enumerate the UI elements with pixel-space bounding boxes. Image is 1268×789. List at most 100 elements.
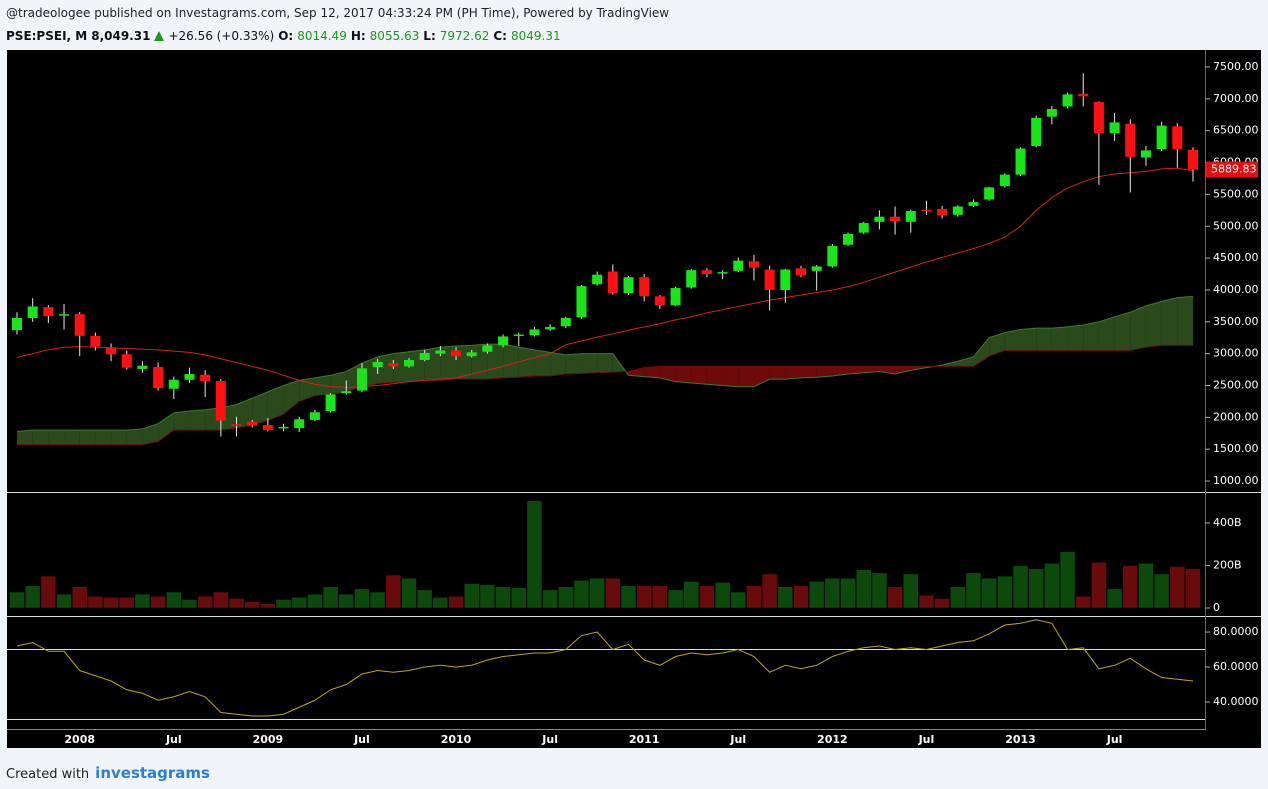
cloud-segment xyxy=(456,345,472,380)
footer: Created with investagrams xyxy=(6,764,210,782)
volume-bar xyxy=(636,585,652,609)
candle-body xyxy=(874,216,885,222)
volume-bar xyxy=(432,597,449,609)
volume-bar xyxy=(855,569,872,609)
volume-bar xyxy=(526,500,543,609)
candle-body xyxy=(1156,125,1167,150)
cloud-segment xyxy=(299,377,315,402)
y-tick-label: 400B xyxy=(1213,516,1242,529)
cloud-segment xyxy=(173,410,190,431)
symbol-line: PSE:PSEI, M 8,049.31 +26.56 (+0.33%) O: 8… xyxy=(6,29,561,43)
volume-bar xyxy=(260,603,276,609)
candle-body xyxy=(388,363,399,367)
candle-body xyxy=(247,421,258,426)
cloud-segment xyxy=(895,366,911,375)
candle-body xyxy=(796,268,806,276)
volume-bar xyxy=(1122,565,1139,609)
y-tick-label: 6000.00 xyxy=(1213,156,1259,169)
cloud-span-b xyxy=(17,344,1193,446)
x-tick-label: Jul xyxy=(918,733,935,746)
created-with: Created with xyxy=(6,767,90,782)
x-tick-label: 2008 xyxy=(64,733,95,746)
open-label: O: xyxy=(278,29,294,43)
cloud-segment xyxy=(487,344,504,380)
candle-body xyxy=(294,419,305,429)
x-tick-label: Jul xyxy=(541,733,558,746)
cloud-segment xyxy=(1177,296,1193,346)
x-tick-label: Jul xyxy=(729,733,746,746)
candle-body xyxy=(858,223,869,233)
cloud-segment xyxy=(1161,297,1178,346)
cloud-segment xyxy=(597,353,613,373)
cloud-segment xyxy=(565,353,582,375)
cloud-segment xyxy=(48,430,65,445)
cloud-segment xyxy=(330,371,347,395)
volume-bar xyxy=(573,580,590,609)
volume-bar xyxy=(307,593,323,609)
published-line: @tradeologee published on Investagrams.c… xyxy=(6,6,670,20)
y-tick-label: 2000.00 xyxy=(1213,410,1259,423)
cloud-segment xyxy=(361,356,378,387)
x-tick-label: Jul xyxy=(165,733,182,746)
y-tick-label: 5500.00 xyxy=(1213,187,1259,200)
volume-bar xyxy=(1012,565,1029,609)
candle-body xyxy=(184,374,195,380)
cloud-segment xyxy=(17,430,33,445)
volume-bar xyxy=(589,577,605,609)
candle-body xyxy=(937,209,948,216)
cloud-segment xyxy=(205,407,221,431)
candle-body xyxy=(231,424,242,426)
volume-bar xyxy=(746,585,762,609)
candle-body xyxy=(623,277,634,294)
volume-bar xyxy=(620,585,637,609)
candle-body xyxy=(968,202,979,206)
cloud-segment xyxy=(236,398,253,429)
cloud-segment xyxy=(377,353,394,384)
volume-bar xyxy=(87,596,104,609)
candle-body xyxy=(905,210,916,222)
candle-body xyxy=(1125,123,1136,157)
candle-body xyxy=(137,365,148,369)
cloud-segment xyxy=(267,385,284,421)
candle-body xyxy=(780,269,791,290)
volume-bar xyxy=(542,589,558,609)
cloud-segment xyxy=(503,344,519,378)
candle-body xyxy=(999,174,1010,187)
volume-bar xyxy=(840,577,856,609)
cloud-segment xyxy=(722,366,739,387)
cloud-segment xyxy=(863,366,880,373)
cloud-segment xyxy=(706,366,723,386)
candle-body xyxy=(607,271,618,294)
candle-body xyxy=(106,347,117,355)
volume-bar xyxy=(369,591,386,609)
volume-bar xyxy=(291,597,307,609)
candle-body xyxy=(952,206,963,215)
candle-body xyxy=(121,354,132,368)
volume-bar xyxy=(181,599,198,609)
cloud-segment xyxy=(753,366,770,387)
volume-bar xyxy=(24,585,41,609)
cloud-segment xyxy=(832,366,849,376)
cloud-segment xyxy=(1114,312,1131,351)
cloud-segment xyxy=(816,366,833,378)
candle-body xyxy=(1109,122,1120,134)
candle-body xyxy=(341,391,352,394)
cloud-segment xyxy=(126,428,143,445)
volume-bar xyxy=(1153,573,1170,609)
cloud-segment xyxy=(440,346,457,381)
cloud-segment xyxy=(1036,328,1052,351)
volume-bar xyxy=(385,574,402,609)
volume-bar xyxy=(777,586,794,609)
cloud-segment xyxy=(393,351,409,383)
cloud-segment xyxy=(518,347,535,378)
cloud-segment xyxy=(738,366,754,387)
cloud-segment xyxy=(283,380,300,415)
candle-body xyxy=(356,368,367,391)
cloud-segment xyxy=(801,366,817,378)
x-tick-label: 2013 xyxy=(1005,733,1036,746)
volume-bar xyxy=(683,581,699,609)
y-tick-label: 6500.00 xyxy=(1213,124,1259,137)
candle-body xyxy=(309,412,320,420)
candle-body xyxy=(686,270,697,288)
